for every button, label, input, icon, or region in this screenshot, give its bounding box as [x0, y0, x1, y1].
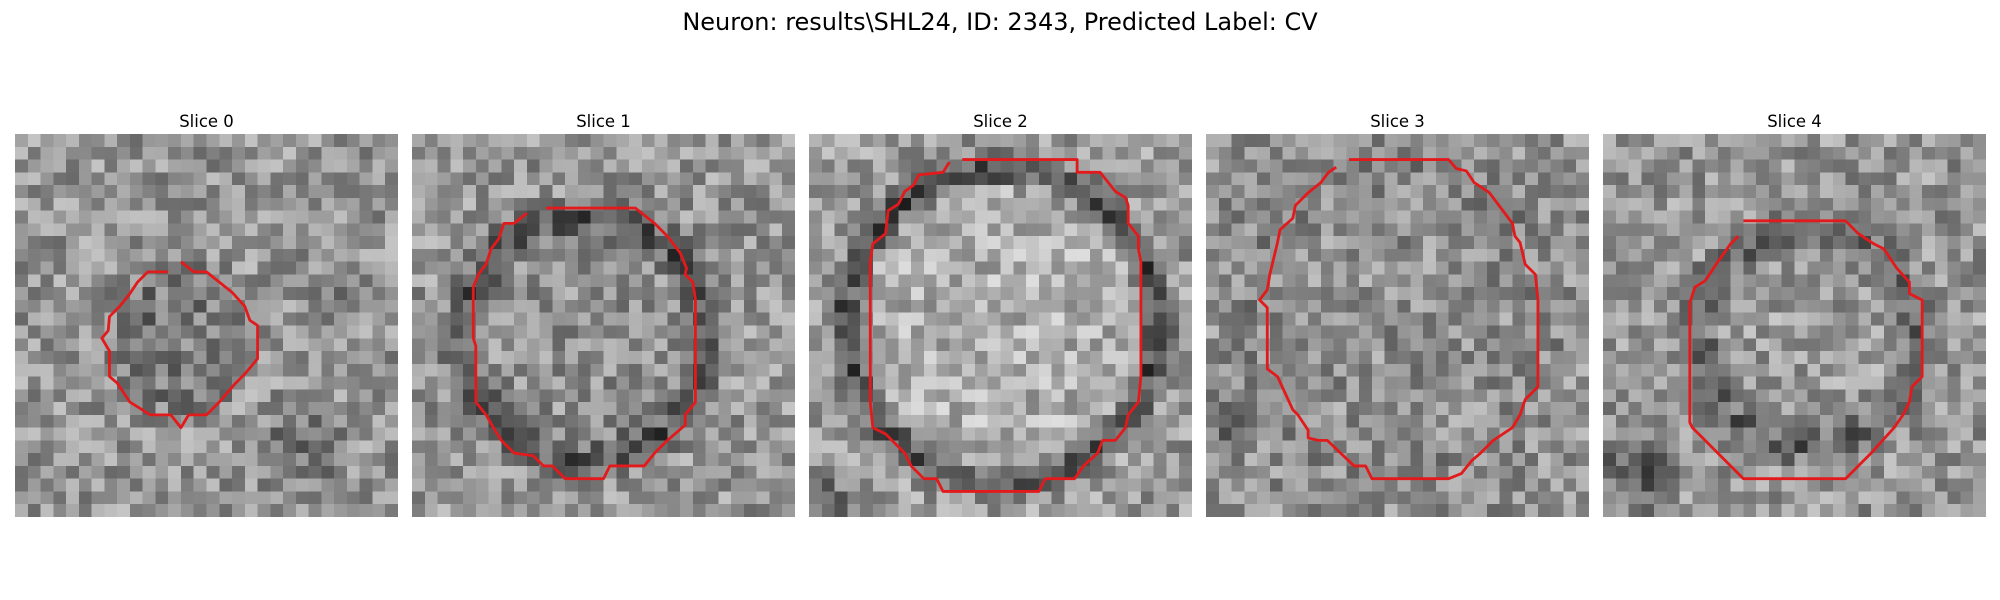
- slice-image-1: [412, 134, 795, 517]
- slice-title-2: Slice 2: [973, 112, 1028, 131]
- slice-title-0: Slice 0: [179, 112, 234, 131]
- slice-title-3: Slice 3: [1370, 112, 1425, 131]
- slice-image-2: [809, 134, 1192, 517]
- pixel-grid-4: [1603, 134, 1986, 517]
- contour-outline-1: [471, 206, 697, 481]
- pixel-grid-1: [412, 134, 795, 517]
- slice-panel-0: Slice 0: [15, 110, 398, 517]
- contour-outline-4: [1688, 219, 1924, 481]
- slice-image-3: [1206, 134, 1589, 517]
- slice-panel-3: Slice 3: [1206, 110, 1589, 517]
- slice-panel-1: Slice 1: [412, 110, 795, 517]
- pixel-grid-2: [809, 134, 1192, 517]
- slice-image-4: [1603, 134, 1986, 517]
- figure-title: Neuron: results\SHL24, ID: 2343, Predict…: [682, 8, 1318, 36]
- slice-panel-4: Slice 4: [1603, 110, 1986, 517]
- pixel-grid-0: [15, 134, 398, 517]
- slice-image-0: [15, 134, 398, 517]
- contour-outline-3: [1258, 158, 1540, 481]
- slice-title-1: Slice 1: [576, 112, 631, 131]
- contour-outline-0: [100, 260, 259, 430]
- contour-outline-2: [868, 158, 1143, 493]
- slice-title-4: Slice 4: [1767, 112, 1822, 131]
- pixel-grid-3: [1206, 134, 1589, 517]
- slice-panel-2: Slice 2: [809, 110, 1192, 517]
